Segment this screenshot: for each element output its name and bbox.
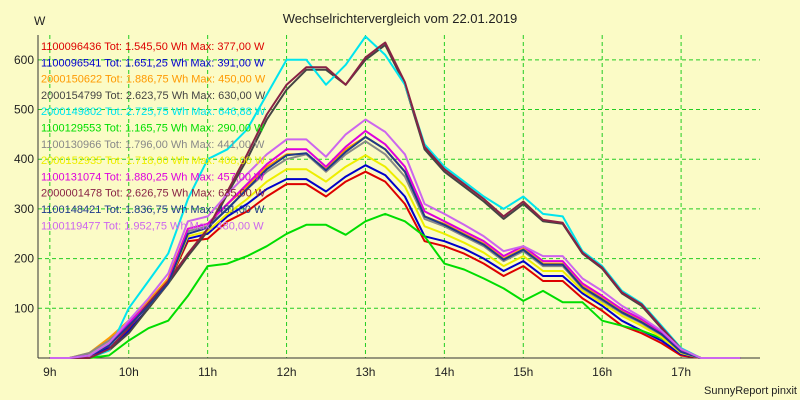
legend-entry: 1100096541 Tot: 1.651,25 Wh Max: 391,00 … [41,57,265,69]
x-tick-label: 11h [198,365,217,379]
x-tick-label: 9h [43,365,56,379]
series-line-12 [49,118,741,359]
axes: 100 200 300 400 500 600 9h 10h 11h 12h 13h 14h 15h 16… [14,35,760,379]
legend-entry: 1100096436 Tot: 1.545,50 Wh Max: 377,00 … [41,41,265,53]
chart-footer: SunnyReport pinxit [704,385,797,397]
y-axis-unit-label: W [34,14,46,28]
series-lines [49,35,741,359]
legend-entry: 2000150622 Tot: 1.886,75 Wh Max: 450,00 … [41,74,266,86]
legend-entry: 1100131074 Tot: 1.880,25 Wh Max: 457,00 … [41,171,265,183]
series-line-10 [49,41,741,359]
y-tick-label: 300 [14,202,34,216]
y-tick-label: 600 [14,53,34,67]
legend-entry: 1100129553 Tot: 1.165,75 Wh Max: 290,00 … [41,123,265,135]
legend-entry: 1100148421 Tot: 1.836,75 Wh Max: 451,00 … [41,204,265,216]
series-line-11 [49,135,741,359]
legend-entry: 2000001478 Tot: 2.626,75 Wh Max: 635,00 … [41,188,266,200]
x-tick-label: 12h [277,365,297,379]
y-tick-label: 200 [14,252,34,266]
legend-entry: 1100130966 Tot: 1.796,00 Wh Max: 441,00 … [41,139,265,151]
x-tick-label: 10h [119,365,139,379]
legend-entry: 1100119477 Tot: 1.952,75 Wh Max: 480,00 … [41,220,264,232]
legend-entry: 2000154799 Tot: 2.623,75 Wh Max: 630,00 … [41,90,266,102]
x-tick-label: 16h [592,365,612,379]
y-tick-label: 400 [14,152,34,166]
chart-title: Wechselrichtervergleich vom 22.01.2019 [283,11,518,26]
y-tick-label: 500 [14,103,34,117]
x-tick-label: 14h [434,365,454,379]
y-tick-label: 100 [14,301,34,315]
series-line-5 [49,35,741,359]
legend-entry: 2000152935 Tot: 1.718,00 Wh Max: 408,00 … [41,155,266,167]
x-tick-label: 15h [513,365,533,379]
legend-entry: 2000149802 Tot: 2.725,75 Wh Max: 646,88 … [41,106,266,118]
x-tick-label: 17h [671,365,691,379]
x-tick-label: 13h [355,365,375,379]
legend: 1100096436 Tot: 1.545,50 Wh Max: 377,00 … [41,41,266,232]
series-line-6 [49,212,741,359]
